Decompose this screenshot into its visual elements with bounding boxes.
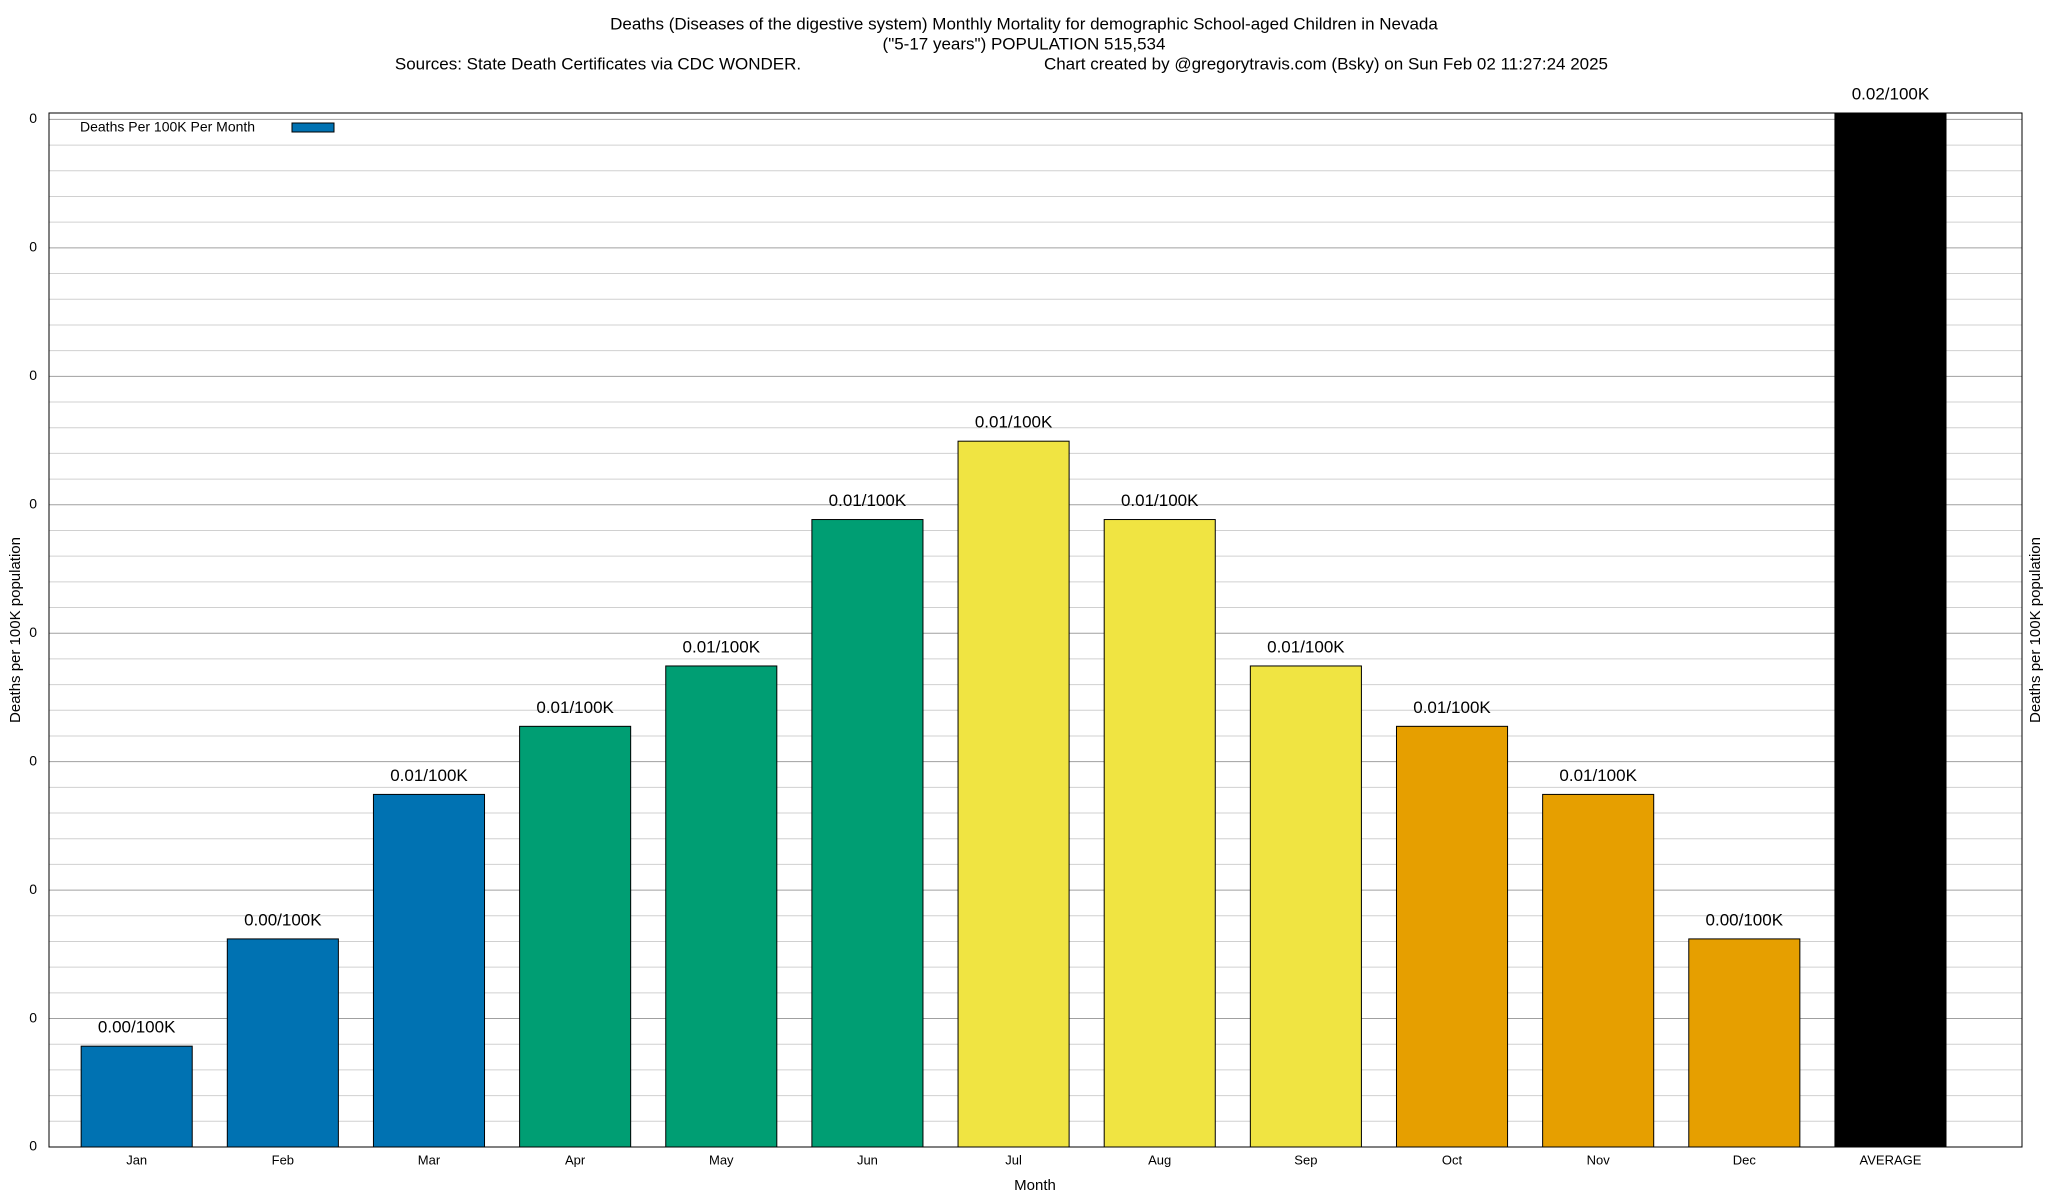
y-tick-label: 0 [29, 367, 37, 383]
y-tick-label: 0 [29, 110, 37, 126]
value-label: 0.01/100K [1267, 637, 1345, 656]
chart-title: Deaths (Diseases of the digestive system… [610, 14, 1438, 33]
value-label: 0.01/100K [829, 491, 907, 510]
credit: Chart created by @gregorytravis.com (Bsk… [1044, 54, 1608, 73]
bar [226, 938, 339, 1148]
source: Sources: State Death Certificates via CD… [395, 54, 801, 73]
y-tick-label: 0 [29, 1138, 37, 1154]
legend-swatch [291, 122, 335, 133]
value-label: 0.01/100K [1413, 698, 1491, 717]
x-tick-label: Jun [857, 1152, 878, 1167]
y-axis-label: Deaths per 100K population [7, 537, 24, 723]
x-tick-label: Sep [1294, 1152, 1317, 1167]
bar [1542, 793, 1655, 1148]
value-label: 0.01/100K [1121, 491, 1199, 510]
bar [1395, 725, 1509, 1148]
value-label: 0.01/100K [536, 698, 614, 717]
value-label: 0.01/100K [683, 637, 761, 656]
x-tick-label: Oct [1442, 1152, 1463, 1167]
bar [372, 793, 486, 1148]
x-axis-label: Month [1014, 1177, 1056, 1194]
value-label: 0.01/100K [1559, 766, 1637, 785]
bar [957, 440, 1070, 1148]
chart-subtitle: ("5-17 years") POPULATION 515,534 [883, 34, 1166, 53]
x-tick-label: Feb [272, 1152, 294, 1167]
bar [1103, 519, 1216, 1148]
x-tick-label: Apr [565, 1152, 586, 1167]
value-label: 0.01/100K [975, 413, 1053, 432]
y-tick-label: 0 [29, 624, 37, 640]
y-tick-label: 0 [29, 881, 37, 897]
x-tick-label: Dec [1733, 1152, 1757, 1167]
value-label: 0.00/100K [244, 910, 322, 929]
value-label: 0.02/100K [1852, 84, 1930, 103]
y-tick-label: 0 [29, 495, 37, 511]
x-tick-label: May [709, 1152, 734, 1167]
y-tick-label: 0 [29, 752, 37, 768]
bar [1834, 112, 1947, 1148]
value-label: 0.00/100K [1706, 910, 1784, 929]
bar [665, 665, 778, 1148]
legend-label: Deaths Per 100K Per Month [80, 119, 255, 135]
x-tick-label: AVERAGE [1860, 1152, 1922, 1167]
x-tick-label: Jan [126, 1152, 147, 1167]
bar [811, 519, 924, 1148]
bar [519, 725, 632, 1148]
value-label: 0.01/100K [390, 766, 468, 785]
x-tick-label: Mar [418, 1152, 441, 1167]
y-tick-label: 0 [29, 239, 37, 255]
value-label: 0.00/100K [98, 1018, 176, 1037]
y-tick-label: 0 [29, 1009, 37, 1025]
y2-axis-label: Deaths per 100K population [2027, 537, 2044, 723]
bar [1249, 665, 1362, 1148]
x-tick-label: Jul [1005, 1152, 1022, 1167]
bar [1688, 938, 1801, 1148]
x-tick-label: Nov [1587, 1152, 1611, 1167]
x-tick-label: Aug [1148, 1152, 1171, 1167]
bar [80, 1045, 193, 1148]
